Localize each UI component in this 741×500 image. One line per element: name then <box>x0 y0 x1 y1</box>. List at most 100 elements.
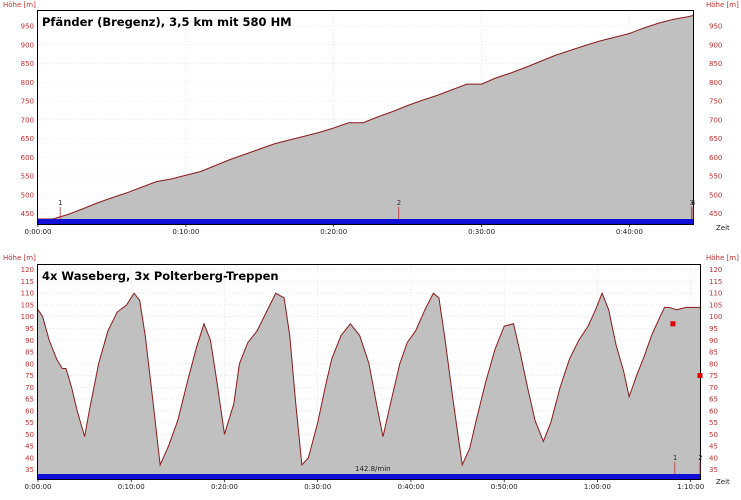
chart-1-profile-line <box>38 15 694 220</box>
y-tick-label-right: 85 <box>709 349 718 357</box>
y-tick-label-right: 600 <box>709 154 722 162</box>
waypoint-marker-label: 4 <box>691 199 696 207</box>
y-tick-label-left: 45 <box>25 443 34 451</box>
y-tick-label-right: 115 <box>709 278 722 286</box>
chart-1-ylabel-right: Höhe [m] <box>706 1 739 9</box>
chart-2-y-ticks-right: 35 40 45 50 55 60 65 70 75 80 85 90 95 100 105 110 115 12… <box>709 266 722 474</box>
chart-2-points <box>670 321 703 379</box>
y-tick-label-right: 450 <box>709 210 722 218</box>
y-tick-label-right: 65 <box>709 396 718 404</box>
y-tick-label-right: 60 <box>709 407 718 415</box>
y-tick-label-left: 65 <box>25 396 34 404</box>
y-tick-label-right: 90 <box>709 337 718 345</box>
y-tick-label-left: 800 <box>21 79 34 87</box>
y-tick-label-left: 85 <box>25 349 34 357</box>
y-tick-label-right: 650 <box>709 135 722 143</box>
y-tick-label-right: 40 <box>709 454 718 462</box>
waypoint-marker-label: 3 <box>690 199 694 207</box>
chart-1-xlabel: Zeit <box>716 224 730 232</box>
chart-pfaender: Höhe [m] Höhe [m] 1 2 34 450 500 550 600 650 70… <box>3 1 739 236</box>
y-tick-label-right: 120 <box>709 266 722 274</box>
y-tick-label-left: 110 <box>21 290 34 298</box>
y-tick-label-left: 115 <box>21 278 34 286</box>
chart-1-title: Pfänder (Bregenz), 3,5 km mit 580 HM <box>42 15 292 29</box>
y-tick-label-left: 500 <box>21 191 34 199</box>
chart-2-track-bar <box>38 474 700 479</box>
y-tick-label-right: 750 <box>709 98 722 106</box>
y-tick-label-left: 105 <box>21 301 34 309</box>
y-tick-label-left: 55 <box>25 419 34 427</box>
y-tick-label-right: 700 <box>709 116 722 124</box>
chart-2-title: 4x Waseberg, 3x Polterberg-Treppen <box>42 269 279 283</box>
y-tick-label-left: 550 <box>21 173 34 181</box>
chart-1-ylabel-left: Höhe [m] <box>3 1 36 9</box>
x-tick-label: 0:00:00 <box>25 483 52 491</box>
chart-2-y-ticks-left: 35 40 45 50 55 60 65 70 75 80 85 90 95 100 105 110 115 12… <box>21 266 34 474</box>
y-tick-label-right: 950 <box>709 23 722 31</box>
x-tick-label: 0:30:00 <box>468 228 495 236</box>
y-tick-label-left: 60 <box>25 407 34 415</box>
x-tick-label: 0:10:00 <box>118 483 145 491</box>
waypoint-marker-label: 2 <box>698 454 702 462</box>
y-tick-label-right: 550 <box>709 173 722 181</box>
y-tick-label-left: 90 <box>25 337 34 345</box>
x-tick-label: 0:20:00 <box>211 483 238 491</box>
y-tick-label-left: 75 <box>25 372 34 380</box>
waypoint-marker-label: 2 <box>397 199 401 207</box>
y-tick-label-right: 50 <box>709 431 718 439</box>
y-tick-label-right: 900 <box>709 41 722 49</box>
x-tick-label: 0:50:00 <box>491 483 518 491</box>
x-tick-label: 1:00:00 <box>584 483 611 491</box>
y-tick-label-left: 80 <box>25 360 34 368</box>
y-tick-label-right: 55 <box>709 419 718 427</box>
y-tick-label-left: 450 <box>21 210 34 218</box>
y-tick-label-right: 45 <box>709 443 718 451</box>
chart-2-xlabel: Zeit <box>716 478 730 486</box>
y-tick-label-right: 100 <box>709 313 722 321</box>
x-tick-label: 0:10:00 <box>172 228 199 236</box>
chart-2-profile-area <box>38 293 700 474</box>
y-tick-label-right: 95 <box>709 325 718 333</box>
chart-1-x-ticks: 0:00:00 0:10:00 0:20:00 0:30:00 0:40:00 <box>25 224 643 236</box>
y-tick-label-right: 850 <box>709 60 722 68</box>
y-tick-label-right: 70 <box>709 384 718 392</box>
y-tick-label-right: 80 <box>709 360 718 368</box>
y-tick-label-left: 650 <box>21 135 34 143</box>
chart-2-x-ticks: 0:00:00 0:10:00 0:20:00 0:30:00 0:40:00 0:50:… <box>25 479 704 491</box>
x-tick-label: 0:30:00 <box>304 483 331 491</box>
y-tick-label-left: 700 <box>21 116 34 124</box>
chart-1-y-ticks-right: 450 500 550 600 650 700 750 800 850 900 950 <box>709 23 722 219</box>
x-tick-label: 0:40:00 <box>397 483 424 491</box>
y-tick-label-left: 900 <box>21 41 34 49</box>
y-tick-label-right: 75 <box>709 372 718 380</box>
chart-2-profile-line <box>37 291 700 467</box>
y-tick-label-left: 70 <box>25 384 34 392</box>
y-tick-label-left: 95 <box>25 325 34 333</box>
x-tick-label: 0:00:00 <box>25 228 52 236</box>
x-tick-label: 0:40:00 <box>616 228 643 236</box>
y-tick-label-left: 40 <box>25 454 34 462</box>
y-tick-label-right: 800 <box>709 79 722 87</box>
y-tick-label-right: 105 <box>709 301 722 309</box>
y-tick-label-left: 850 <box>21 60 34 68</box>
data-point <box>697 373 703 379</box>
chart-1-track-bar <box>38 219 693 224</box>
waypoint-marker-label: 1 <box>58 199 62 207</box>
y-tick-label-left: 100 <box>21 313 34 321</box>
y-tick-label-left: 50 <box>25 431 34 439</box>
chart-1-markers: 1 2 34 <box>58 199 696 219</box>
y-tick-label-right: 500 <box>709 191 722 199</box>
waypoint-marker-label: 1 <box>673 454 677 462</box>
y-tick-label-right: 35 <box>709 466 718 474</box>
chart-1-y-ticks-left: 450 500 550 600 650 700 750 800 850 900 950 <box>21 23 34 219</box>
y-tick-label-left: 750 <box>21 98 34 106</box>
chart-2-speed-label: 142.8/min <box>355 465 391 473</box>
y-tick-label-left: 120 <box>21 266 34 274</box>
chart-2-ylabel-left: Höhe [m] <box>3 254 36 262</box>
y-tick-label-left: 600 <box>21 154 34 162</box>
y-tick-label-left: 950 <box>21 23 34 31</box>
chart-2-ylabel-right: Höhe [m] <box>706 254 739 262</box>
